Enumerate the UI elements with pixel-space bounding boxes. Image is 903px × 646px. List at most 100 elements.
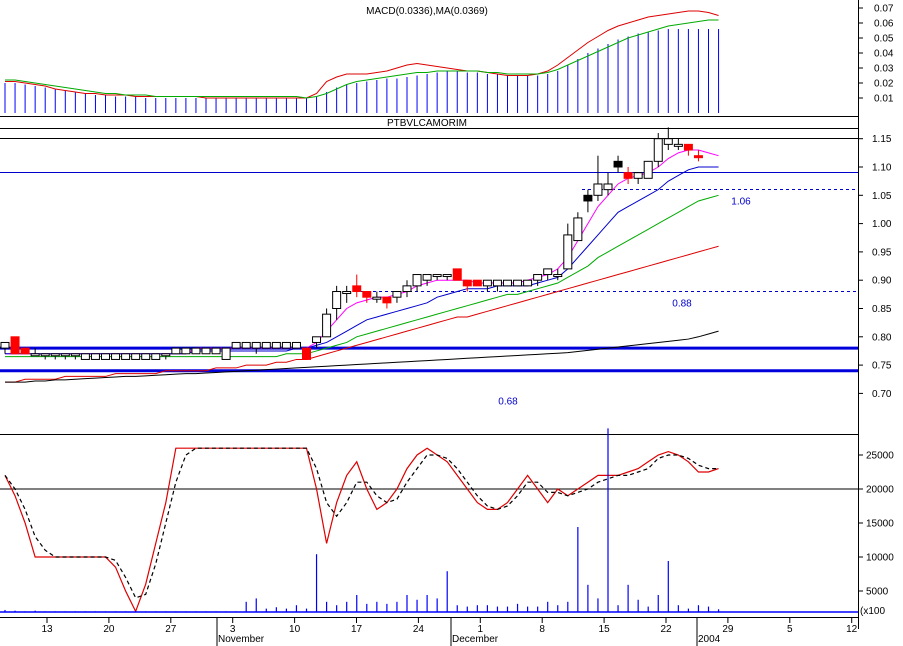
candle-body (693, 155, 703, 159)
candle-body (121, 353, 131, 360)
x-tick-label: 24 (413, 624, 425, 635)
candle-body (111, 353, 121, 360)
macd-ytick-label: 0.05 (874, 34, 894, 45)
candle-body (10, 336, 20, 355)
candle-body (663, 138, 673, 145)
candle-body (442, 274, 452, 278)
month-label: 2004 (698, 634, 721, 645)
macd-ytick-label: 0.02 (874, 79, 894, 90)
osc-ytick-label: 15000 (866, 519, 894, 530)
price-ytick-label: 0.90 (872, 276, 892, 287)
candle-body (523, 279, 533, 287)
candle-body (533, 274, 543, 281)
x-tick-label: 5 (787, 624, 793, 635)
price-ytick-label: 1.00 (872, 219, 892, 230)
price-ytick-label: 0.70 (872, 389, 892, 400)
price-ytick-label: 0.85 (872, 304, 892, 315)
panel-frames (0, 0, 859, 629)
candle-body (261, 341, 271, 349)
candle-body (472, 279, 482, 287)
candle-body (161, 353, 171, 357)
volume-panel (0, 428, 858, 613)
x-tick-label: 3 (230, 624, 236, 635)
candle-body (90, 353, 100, 360)
price-ytick-label: 1.10 (872, 163, 892, 174)
candle-body (553, 274, 563, 278)
candle-body (171, 347, 181, 355)
x-axis: 13202731017241815222951219NovemberDecemb… (41, 618, 858, 646)
candle-body (583, 194, 593, 202)
candle-body (402, 285, 412, 293)
candle-body (151, 353, 161, 360)
candle-body (50, 353, 60, 357)
price-ytick-label: 0.80 (872, 332, 892, 343)
price-level-annotation: 1.06 (731, 197, 751, 208)
candle-body (362, 291, 372, 298)
candle-body (623, 172, 633, 179)
osc-ytick-label: 10000 (866, 553, 894, 564)
candle-body (201, 347, 211, 355)
macd-line-signal (5, 19, 719, 99)
candle-body (322, 313, 332, 338)
macd-line-macd (5, 10, 719, 99)
candle-body (432, 274, 442, 278)
candle-body (40, 353, 50, 357)
candle-body (0, 341, 10, 349)
candle-body (221, 347, 231, 360)
price-ytick-label: 1.05 (872, 191, 892, 202)
stochastic-k-line (4, 447, 719, 613)
candle-body (392, 291, 402, 298)
candle-body (683, 143, 693, 151)
price-ytick-label: 0.75 (872, 361, 892, 372)
x-tick-label: 22 (660, 624, 672, 635)
candle-body (80, 353, 90, 360)
month-label: November (218, 634, 265, 645)
candle-body (141, 353, 151, 360)
macd-panel-title: MACD(0.0336),MA(0.0369) (366, 6, 488, 17)
candle-body (241, 341, 251, 349)
volume-unit-label: (x100 (860, 606, 885, 617)
macd-ytick-label: 0.07 (874, 4, 894, 15)
macd-ytick-label: 0.04 (874, 49, 894, 60)
candle-body (131, 353, 141, 360)
candle-body (281, 341, 291, 349)
candle-body (312, 336, 322, 343)
candle-body (101, 353, 110, 360)
candle-body (382, 296, 392, 304)
candle-body (291, 341, 301, 349)
x-tick-label: 15 (599, 624, 611, 635)
candle-body (60, 353, 70, 357)
osc-ytick-label: 5000 (866, 587, 889, 598)
candle-body (573, 217, 583, 242)
macd-ytick-label: 0.03 (874, 64, 894, 75)
candle-body (70, 353, 80, 357)
candle-body (513, 279, 523, 287)
candle-body (422, 274, 432, 281)
candle-body (543, 268, 553, 276)
x-tick-label: 1 (478, 624, 484, 635)
candle-body (643, 160, 653, 179)
osc-ytick-label: 25000 (866, 451, 894, 462)
moving-average-line (5, 166, 719, 355)
candle-body (332, 291, 342, 309)
candle-body (231, 341, 241, 349)
moving-average-line (5, 245, 719, 383)
candle-body (302, 347, 311, 360)
macd-panel: 0.07 0.06 0.05 0.04 0.03 0.02 0.01 (4, 4, 894, 113)
osc-ytick-label: 20000 (866, 485, 894, 496)
macd-ytick-label: 0.01 (874, 94, 894, 105)
price-level-annotation: 0.68 (498, 397, 518, 408)
candle-body (603, 183, 613, 191)
price-ytick-label: 0.95 (872, 247, 892, 258)
candle-body (462, 279, 472, 287)
x-tick-label: 13 (41, 624, 53, 635)
candle-body (563, 234, 573, 270)
x-tick-label: 10 (289, 624, 301, 635)
candle-body (613, 160, 623, 168)
candle-body (211, 347, 221, 355)
candle-body (673, 143, 683, 147)
moving-average-line (5, 330, 719, 383)
candle-body (372, 296, 382, 300)
candle-body (653, 138, 663, 162)
